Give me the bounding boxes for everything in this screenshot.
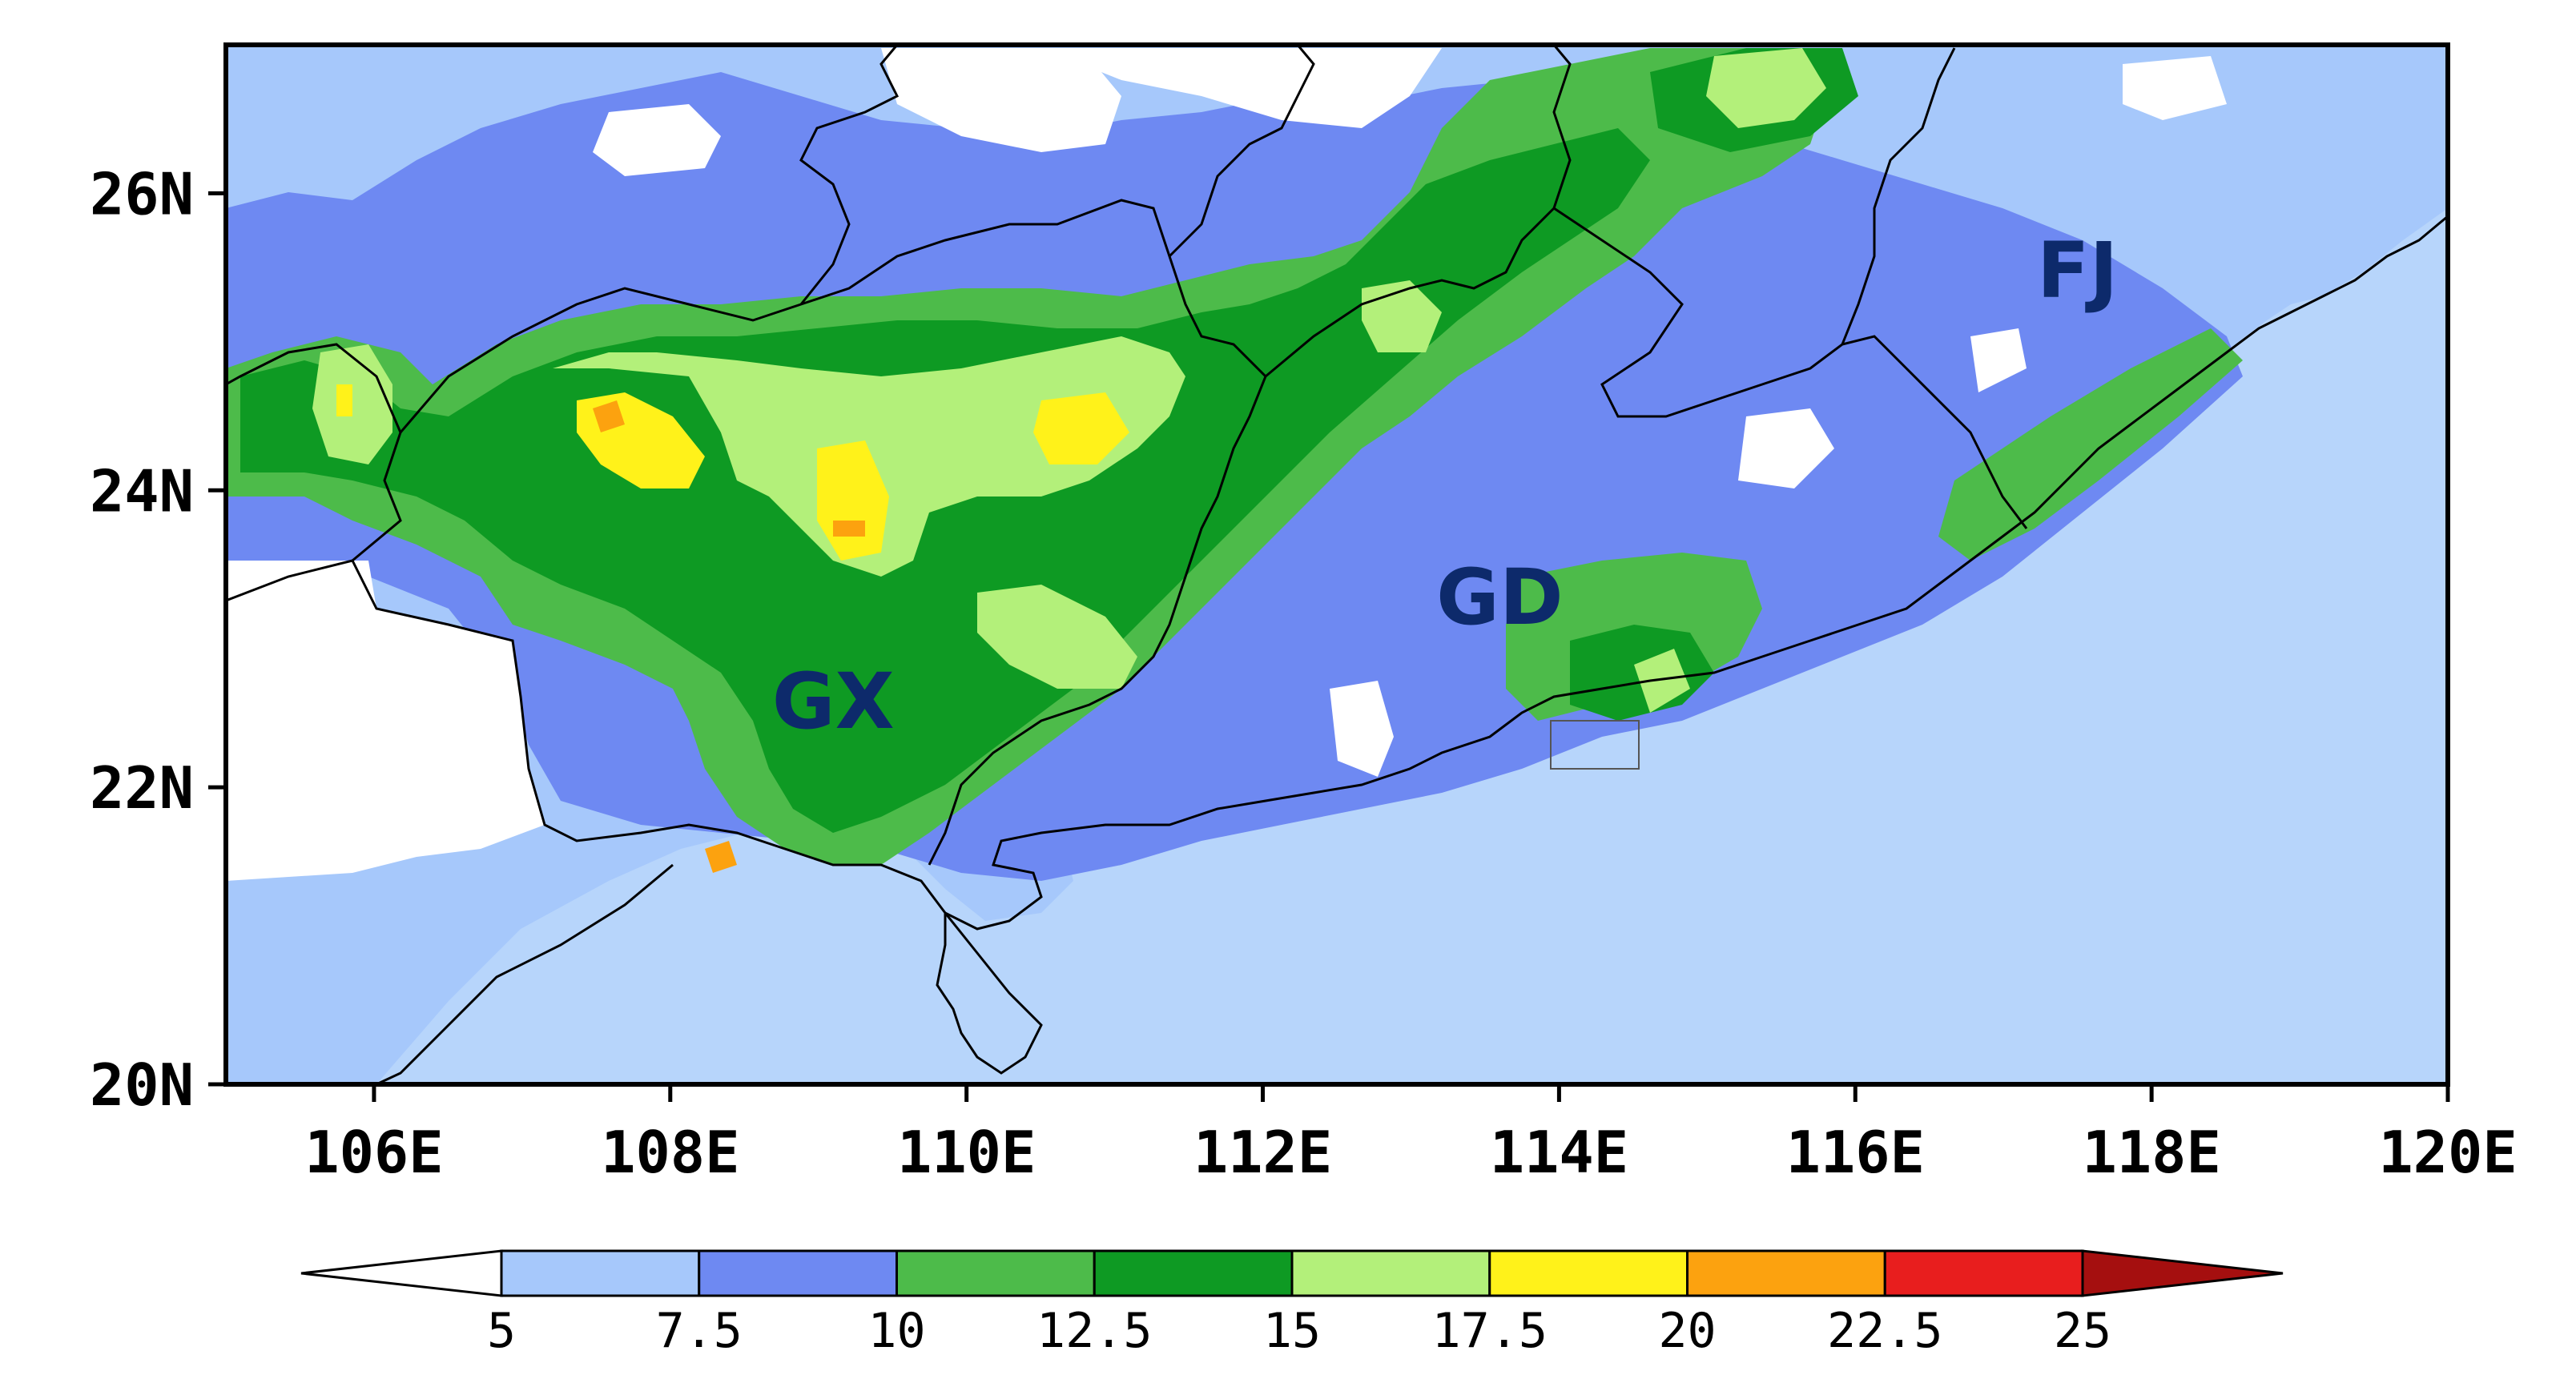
sea-area bbox=[376, 208, 2448, 1084]
low-patch bbox=[593, 104, 721, 176]
contour-17-5 bbox=[336, 384, 352, 416]
x-axis: 106E 108E 110E 112E 114E 116E 118E 120E bbox=[304, 1084, 2518, 1186]
low-patch bbox=[1041, 48, 1442, 128]
colorbar-swatch bbox=[896, 1249, 1096, 1297]
colorbar-label: 12.5 bbox=[1036, 1303, 1153, 1359]
colorbar-label: 22.5 bbox=[1827, 1303, 1943, 1359]
y-axis: 20N 22N 24N 26N bbox=[90, 160, 226, 1119]
contour-15 bbox=[1634, 649, 1690, 713]
y-tick-label: 20N bbox=[90, 1051, 194, 1119]
low-patch bbox=[1330, 681, 1394, 777]
contour-20 bbox=[833, 521, 865, 537]
low-patch bbox=[1738, 408, 1834, 488]
colorbar-swatch bbox=[1290, 1249, 1491, 1297]
contour-20 bbox=[593, 400, 625, 432]
colorbar-label: 5 bbox=[487, 1303, 516, 1359]
colorbar-label: 17.5 bbox=[1432, 1303, 1548, 1359]
y-tick-label: 24N bbox=[90, 457, 194, 525]
region-label-gx: GX bbox=[772, 657, 895, 746]
x-tick-label: 120E bbox=[2378, 1119, 2517, 1186]
x-tick-label: 116E bbox=[1786, 1119, 1925, 1186]
colorbar-label: 20 bbox=[1658, 1303, 1716, 1359]
colorbar-swatch bbox=[698, 1249, 898, 1297]
colorbar-lower-arrow bbox=[300, 1249, 503, 1297]
low-patch bbox=[2123, 56, 2227, 120]
colorbar: 5 7.5 10 12.5 15 17.5 20 22.5 25 bbox=[300, 1249, 2284, 1359]
x-tick-label: 118E bbox=[2082, 1119, 2220, 1186]
colorbar-label: 25 bbox=[2054, 1303, 2111, 1359]
x-tick-label: 114E bbox=[1490, 1119, 1628, 1186]
colorbar-label: 15 bbox=[1263, 1303, 1321, 1359]
contour-10 bbox=[1938, 328, 2243, 561]
contour-15 bbox=[977, 585, 1137, 689]
colorbar-swatch bbox=[500, 1249, 701, 1297]
low-patch bbox=[226, 561, 545, 881]
colorbar-swatch bbox=[1093, 1249, 1294, 1297]
colorbar-swatch bbox=[1883, 1249, 2084, 1297]
colorbar-upper-arrow bbox=[2081, 1249, 2284, 1297]
y-tick-label: 22N bbox=[90, 754, 194, 822]
y-tick-label: 26N bbox=[90, 160, 194, 227]
colorbar-label: 7.5 bbox=[656, 1303, 743, 1359]
x-tick-label: 106E bbox=[304, 1119, 443, 1186]
region-label-gd: GD bbox=[1436, 553, 1563, 642]
low-patch bbox=[1970, 328, 2027, 392]
region-label-fj: FJ bbox=[2037, 226, 2118, 316]
plot-frame bbox=[223, 42, 2450, 1087]
contour-17-5 bbox=[1033, 392, 1129, 464]
low-patch bbox=[881, 48, 1121, 152]
pearl-river-box bbox=[1550, 720, 1640, 770]
colorbar-label: 10 bbox=[867, 1303, 925, 1359]
colorbar-swatch bbox=[1488, 1249, 1688, 1297]
region-labels: GX GD FJ bbox=[772, 226, 2118, 746]
contour-15 bbox=[1706, 48, 1826, 128]
x-tick-label: 112E bbox=[1193, 1119, 1332, 1186]
x-tick-label: 110E bbox=[897, 1119, 1036, 1186]
colorbar-swatch bbox=[1686, 1249, 1886, 1297]
x-tick-label: 108E bbox=[601, 1119, 739, 1186]
contour-20 bbox=[705, 841, 737, 873]
boundary-lines bbox=[226, 45, 2448, 1084]
